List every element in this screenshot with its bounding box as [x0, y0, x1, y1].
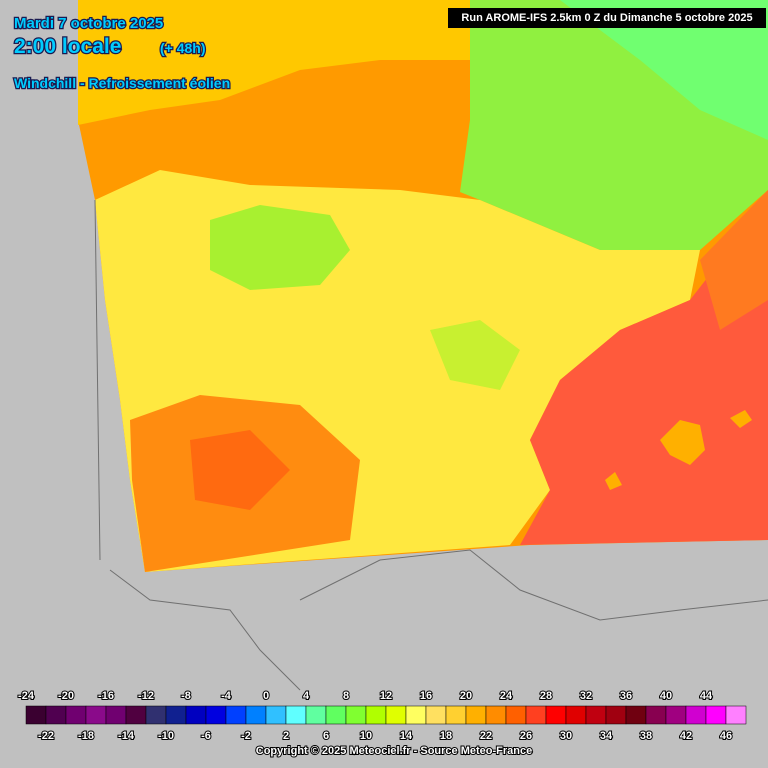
legend-label: 10	[360, 730, 372, 742]
legend-label: -18	[78, 730, 94, 742]
legend-swatch	[285, 705, 307, 725]
legend-label: -6	[201, 730, 211, 742]
legend-swatch	[65, 705, 87, 725]
legend-swatch	[625, 705, 647, 725]
date: Mardi 7 octobre 2025	[14, 15, 163, 32]
legend-swatch	[725, 705, 747, 725]
coastline	[94, 199, 768, 691]
legend: -24-22-20-18-16-14-12-10-8-6-4-202468101…	[17, 689, 747, 743]
legend-swatch	[545, 705, 567, 725]
legend-label: 6	[323, 730, 329, 742]
legend-swatch	[585, 705, 607, 725]
legend-label: 8	[343, 690, 349, 702]
legend-label: 32	[580, 690, 592, 702]
legend-label: 40	[660, 690, 672, 702]
legend-swatch	[345, 705, 367, 725]
legend-label: 34	[600, 730, 613, 742]
legend-swatch	[205, 705, 227, 725]
legend-label: 42	[680, 730, 692, 742]
legend-label: -16	[98, 690, 114, 702]
parameter: Windchill - Refroissement éolien	[14, 75, 230, 91]
legend-label: -10	[158, 730, 174, 742]
legend-swatch	[245, 705, 267, 725]
legend-label: 4	[303, 690, 310, 702]
legend-label: -2	[241, 730, 251, 742]
legend-label: 16	[420, 690, 432, 702]
island	[660, 420, 705, 465]
legend-label: -14	[118, 730, 135, 742]
legend-swatch	[525, 705, 547, 725]
legend-swatch	[685, 705, 707, 725]
legend-swatch	[365, 705, 387, 725]
run-box	[448, 8, 766, 28]
legend-swatch	[665, 705, 687, 725]
legend-label: 46	[720, 730, 732, 742]
island	[605, 472, 622, 490]
legend-label: 44	[700, 690, 713, 702]
legend-label: -20	[58, 690, 74, 702]
legend-swatch	[45, 705, 67, 725]
run-info: Run AROME-IFS 2.5km 0 Z du Dimanche 5 oc…	[461, 12, 752, 24]
time: 2:00 locale	[14, 35, 121, 58]
map	[78, 0, 768, 691]
legend-swatch	[425, 705, 447, 725]
legend-label: -4	[221, 690, 232, 702]
legend-swatch	[565, 705, 587, 725]
legend-label: 26	[520, 730, 532, 742]
sea-cool-zone	[78, 0, 470, 125]
legend-swatch	[85, 705, 107, 725]
legend-label: -8	[181, 690, 191, 702]
lead-time: (+ 48h)	[160, 40, 206, 56]
legend-swatch	[325, 705, 347, 725]
legend-label: 0	[263, 690, 269, 702]
legend-swatch	[485, 705, 507, 725]
sea-zone	[700, 190, 768, 330]
legend-swatch	[165, 705, 187, 725]
iberia-cool-zone	[430, 320, 520, 390]
legend-swatch	[225, 705, 247, 725]
legend-swatch	[405, 705, 427, 725]
legend-label: 2	[283, 730, 289, 742]
legend-swatch	[105, 705, 127, 725]
legend-label: 20	[460, 690, 472, 702]
legend-swatch	[145, 705, 167, 725]
legend-swatch	[305, 705, 327, 725]
legend-swatch	[25, 705, 47, 725]
legend-swatch	[445, 705, 467, 725]
legend-label: -12	[138, 690, 154, 702]
iberia-cool-zone	[210, 205, 350, 290]
mediterranean-sea	[520, 200, 768, 545]
legend-label: 38	[640, 730, 652, 742]
legend-swatch	[385, 705, 407, 725]
legend-label: 22	[480, 730, 492, 742]
legend-swatch	[705, 705, 727, 725]
island	[730, 410, 752, 428]
legend-label: 12	[380, 690, 392, 702]
iberia-warm-zone	[190, 430, 290, 510]
legend-label: 30	[560, 730, 572, 742]
copyright: Copyright © 2025 Meteociel.fr - Source M…	[256, 745, 532, 757]
legend-label: 36	[620, 690, 632, 702]
legend-swatch	[265, 705, 287, 725]
legend-swatch	[645, 705, 667, 725]
legend-swatch	[185, 705, 207, 725]
legend-swatch	[505, 705, 527, 725]
legend-swatch	[465, 705, 487, 725]
legend-label: 24	[500, 690, 513, 702]
legend-label: -24	[18, 690, 35, 702]
legend-label: 28	[540, 690, 552, 702]
legend-label: 18	[440, 730, 452, 742]
legend-swatch	[125, 705, 147, 725]
legend-label: 14	[400, 730, 413, 742]
france-cool-zone	[560, 0, 768, 140]
legend-label: -22	[38, 730, 54, 742]
legend-swatch	[605, 705, 627, 725]
